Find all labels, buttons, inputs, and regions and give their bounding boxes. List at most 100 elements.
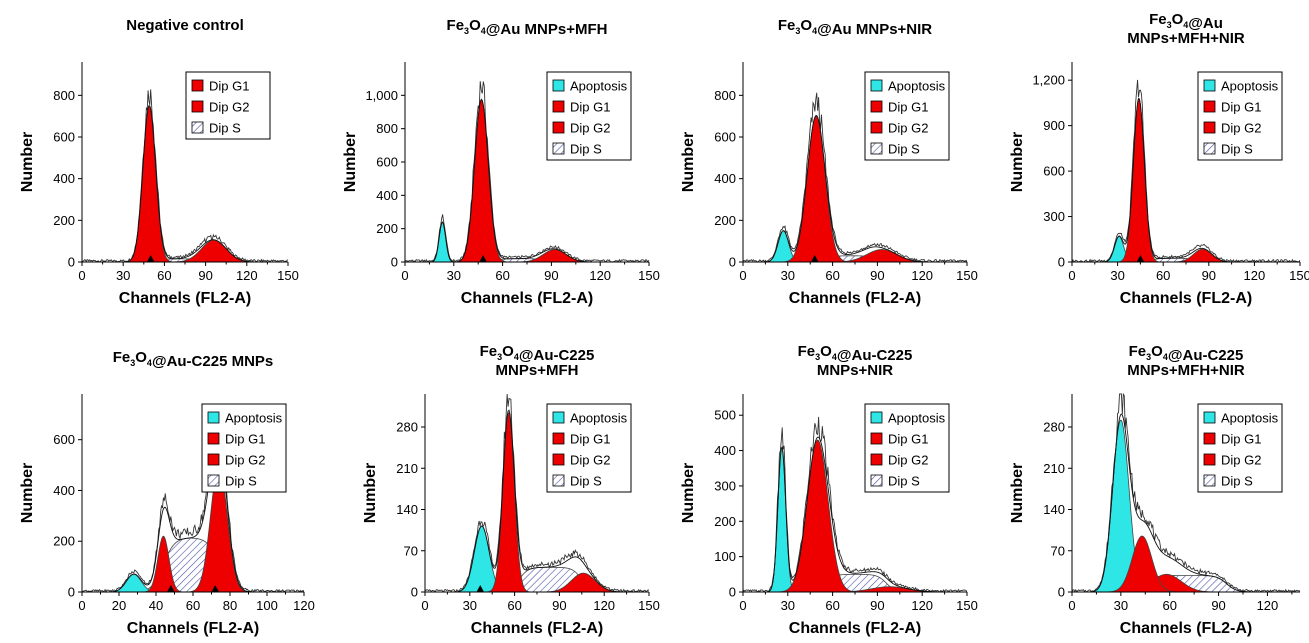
y-tick-label: 800	[714, 88, 736, 103]
legend: Apoptosis Dip G1 Dip G2 Dip S	[864, 403, 950, 493]
x-tick-label: 120	[293, 598, 315, 613]
legend-entry: Apoptosis	[225, 411, 283, 426]
y-tick-label: 280	[1043, 420, 1065, 435]
legend-swatch	[552, 474, 565, 487]
x-tick-label: 90	[552, 598, 566, 613]
svg-text:MNPs+MFH: MNPs+MFH	[496, 362, 579, 379]
raw-histogram-line	[742, 416, 968, 593]
legend-swatch	[1203, 432, 1216, 445]
legend-entry: Dip G1	[209, 79, 249, 94]
legend-swatch	[870, 432, 883, 445]
raw-histogram-line	[742, 92, 968, 263]
y-tick-label: 0	[391, 255, 398, 270]
y-tick-label: 400	[53, 171, 75, 186]
svg-text:Fe3O4@Au-C225: Fe3O4@Au-C225	[798, 343, 913, 364]
legend-entry: Dip G1	[1221, 432, 1261, 447]
x-tick-label: 80	[223, 598, 237, 613]
legend-entry: Dip S	[1221, 474, 1253, 489]
y-tick-label: 600	[53, 432, 75, 447]
component-dip-s	[82, 537, 304, 593]
y-tick-label: 0	[411, 585, 418, 600]
legend-entry: Dip G1	[888, 100, 928, 115]
legend-swatch	[552, 142, 565, 155]
y-tick-label: 400	[376, 188, 398, 203]
x-tick-label: 120	[589, 268, 611, 283]
x-tick-label: 60	[1162, 598, 1176, 613]
panel-title: Negative control	[126, 17, 244, 34]
x-tick-label: 90	[544, 268, 558, 283]
x-tick-label: 120	[236, 268, 258, 283]
x-tick-label: 90	[198, 268, 212, 283]
legend-swatch	[191, 79, 204, 92]
panel-title: Fe3O4@Au MNPs+MFH	[447, 17, 608, 38]
x-tick-label: 150	[277, 268, 299, 283]
x-tick-label: 60	[1156, 268, 1170, 283]
peak-marker	[1136, 255, 1144, 262]
panel-title: Fe3O4@Au MNPs+NIR	[778, 17, 932, 38]
y-tick-label: 800	[53, 88, 75, 103]
legend-swatch	[870, 121, 883, 134]
x-tick-label: 60	[825, 268, 839, 283]
svg-text:Fe3O4@Au: Fe3O4@Au	[1149, 11, 1223, 32]
peak-marker	[147, 255, 155, 262]
y-axis-label: Number	[1009, 132, 1026, 192]
histogram-panel-5: Fe3O4@Au-C225 MNPs 0 20 40 60 80 100 120 0 200 400…	[19, 349, 315, 637]
legend-entry: Dip G1	[1221, 100, 1261, 115]
svg-text:Fe3O4@Au-C225: Fe3O4@Au-C225	[1129, 343, 1244, 364]
x-tick-label: 150	[638, 598, 660, 613]
x-axis-label: Channels (FL2-A)	[127, 620, 259, 637]
legend-entry: Apoptosis	[888, 79, 946, 94]
peak-marker	[476, 585, 484, 592]
x-tick-label: 0	[78, 598, 85, 613]
x-axis-label: Channels (FL2-A)	[789, 620, 921, 637]
svg-text:Negative control: Negative control	[126, 17, 244, 34]
peak-marker	[479, 255, 487, 262]
legend-swatch	[552, 432, 565, 445]
svg-text:MNPs+NIR: MNPs+NIR	[817, 362, 893, 379]
raw-histogram-line	[1071, 79, 1301, 264]
y-tick-label: 140	[1043, 502, 1065, 517]
legend-entry: Dip G1	[570, 100, 610, 115]
y-tick-label: 0	[1058, 585, 1065, 600]
y-tick-label: 600	[714, 130, 736, 145]
y-tick-label: 200	[714, 213, 736, 228]
x-tick-label: 0	[739, 268, 746, 283]
legend-entry: Dip S	[888, 474, 920, 489]
svg-text:Fe3O4@Au-C225: Fe3O4@Au-C225	[480, 343, 595, 364]
y-axis-label: Number	[19, 463, 36, 523]
legend-swatch	[1203, 121, 1216, 134]
legend: Apoptosis Dip G1 Dip G2 Dip S	[1197, 403, 1283, 493]
y-tick-label: 200	[714, 514, 736, 529]
legend-entry: Dip S	[570, 142, 602, 157]
x-axis-label: Channels (FL2-A)	[119, 290, 251, 307]
legend-swatch	[870, 142, 883, 155]
x-tick-label: 30	[463, 598, 477, 613]
legend-entry: Apoptosis	[570, 411, 628, 426]
y-tick-label: 100	[714, 549, 736, 564]
y-tick-label: 210	[1043, 461, 1065, 476]
y-tick-label: 400	[714, 171, 736, 186]
legend-entry: Apoptosis	[888, 411, 946, 426]
y-tick-label: 0	[68, 585, 75, 600]
x-tick-label: 90	[1211, 598, 1225, 613]
y-tick-label: 300	[1043, 209, 1065, 224]
y-tick-label: 400	[53, 483, 75, 498]
legend-swatch	[1203, 79, 1216, 92]
x-tick-label: 120	[911, 268, 933, 283]
y-tick-label: 140	[396, 502, 418, 517]
panel-title: Fe3O4@Au-C225 MNPs	[113, 349, 274, 370]
x-tick-label: 30	[781, 268, 795, 283]
svg-text:Fe3O4@Au MNPs+NIR: Fe3O4@Au MNPs+NIR	[778, 17, 932, 38]
y-axis-label: Number	[19, 132, 36, 192]
x-tick-label: 90	[870, 268, 884, 283]
y-axis-label: Number	[1009, 463, 1026, 523]
x-tick-label: 60	[495, 268, 509, 283]
legend-swatch	[207, 474, 220, 487]
legend-entry: Dip S	[209, 121, 241, 136]
raw-histogram-line	[81, 89, 289, 263]
